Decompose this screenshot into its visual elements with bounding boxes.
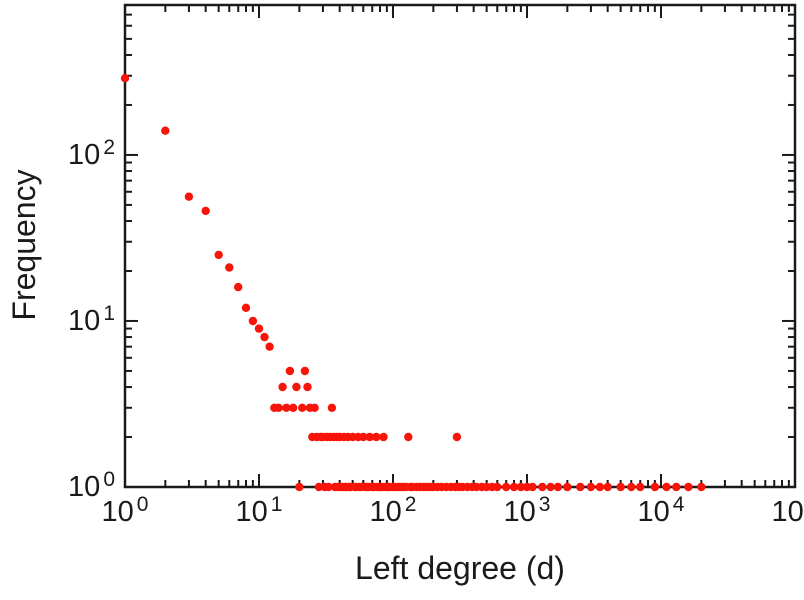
data-point [595, 482, 605, 492]
data-point [627, 482, 636, 492]
data-point [502, 482, 511, 492]
x-axis-title: Left degree (d) [355, 550, 565, 586]
x-tick-label: 10 3 [487, 493, 567, 531]
data-point [516, 482, 526, 492]
data-point [365, 432, 374, 442]
data-point [201, 206, 210, 216]
tick-base: 10 [503, 496, 536, 528]
data-point [650, 482, 660, 492]
tick-base: 10 [235, 496, 268, 528]
tick-exponent: 0 [103, 468, 115, 491]
data-point [327, 403, 337, 412]
data-point [214, 250, 223, 260]
data-point [282, 403, 291, 412]
tick-base: 10 [101, 496, 134, 528]
data-point [260, 332, 269, 342]
data-point [292, 382, 301, 392]
data-point [576, 482, 585, 492]
data-point [278, 382, 287, 392]
data-point [310, 403, 319, 412]
tick-exponent: 1 [270, 493, 283, 516]
data-point [295, 482, 304, 492]
data-point [538, 482, 547, 492]
data-point [372, 432, 381, 442]
tick-exponent: 1 [103, 301, 115, 325]
data-point [528, 482, 537, 492]
x-tick-label: 10 1 [219, 493, 299, 531]
data-point [225, 263, 234, 272]
tick-exponent: 0 [136, 493, 149, 516]
data-point [161, 126, 170, 135]
data-point [285, 366, 295, 376]
plot-border [123, 3, 797, 489]
data-point [359, 432, 368, 442]
tick-base: 10 [771, 496, 804, 528]
data-point [563, 482, 572, 492]
data-point [324, 482, 333, 492]
data-point [546, 482, 555, 492]
data-point [241, 303, 251, 312]
axis-ticks [124, 4, 796, 488]
tick-base: 10 [68, 138, 101, 171]
data-point [254, 324, 264, 333]
data-point [234, 282, 243, 292]
tick-base: 10 [637, 496, 670, 528]
data-point [509, 482, 519, 492]
data-point [662, 482, 671, 492]
data-point [184, 192, 194, 201]
data-point [697, 482, 706, 492]
data-point [274, 403, 283, 412]
data-point [289, 403, 298, 412]
data-point [265, 342, 274, 351]
data-point [586, 482, 596, 492]
data-point [603, 482, 612, 492]
data-point [314, 482, 324, 492]
x-tick-label: 105 [755, 496, 804, 531]
x-tick-label: 10 0 [85, 493, 165, 531]
y-tick-label: 10 0 [30, 468, 115, 506]
x-tick-label: 10 2 [353, 493, 433, 531]
tick-exponent: 4 [672, 493, 685, 516]
tick-base: 10 [68, 471, 101, 503]
tick-base: 10 [369, 496, 402, 528]
data-point [379, 432, 388, 442]
data-point [553, 482, 563, 492]
data-point [303, 382, 312, 392]
data-point [298, 403, 307, 412]
data-point [684, 482, 693, 492]
y-tick-label: 10 1 [30, 301, 115, 340]
data-point [672, 482, 681, 492]
tick-exponent: 2 [103, 135, 115, 159]
data-point [404, 432, 413, 442]
data-point [120, 74, 130, 83]
data-point [636, 482, 645, 492]
tick-exponent: 3 [538, 493, 551, 516]
data-point [248, 316, 258, 326]
data-point [493, 482, 502, 492]
tick-base: 10 [68, 304, 101, 337]
data-point [616, 482, 625, 492]
x-tick-label: 10 4 [621, 493, 701, 531]
data-points [120, 74, 706, 492]
data-point [300, 366, 310, 376]
tick-exponent: 2 [404, 493, 417, 516]
y-tick-label: 10 2 [30, 135, 115, 174]
data-point [452, 432, 462, 442]
